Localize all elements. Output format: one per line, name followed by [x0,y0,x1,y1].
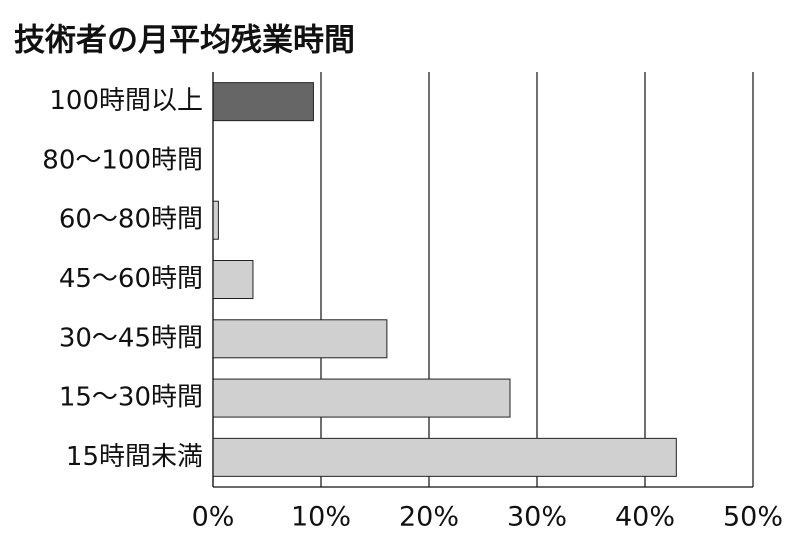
bar [212,378,511,418]
x-tick-label: 0% [192,502,235,533]
y-tick-label: 30〜45時間 [59,323,203,353]
bar [212,82,314,122]
x-tick-label: 20% [399,502,459,533]
bar [212,319,388,359]
y-tick-label: 100時間以上 [49,86,203,116]
bar [212,437,677,477]
x-tick-label: 30% [507,502,567,533]
y-tick-label: 15〜30時間 [59,383,203,413]
y-tick-label: 15時間未満 [66,442,203,472]
bar [212,200,219,240]
chart-title: 技術者の月平均残業時間 [14,23,355,59]
x-tick-label: 10% [291,502,351,533]
x-tick-label: 40% [615,502,675,533]
y-tick-label: 80〜100時間 [42,145,203,175]
y-tick-label: 60〜80時間 [59,205,203,235]
y-tick-label: 45〜60時間 [59,264,203,294]
x-tick-label: 50% [723,502,783,533]
bar [212,260,254,299]
